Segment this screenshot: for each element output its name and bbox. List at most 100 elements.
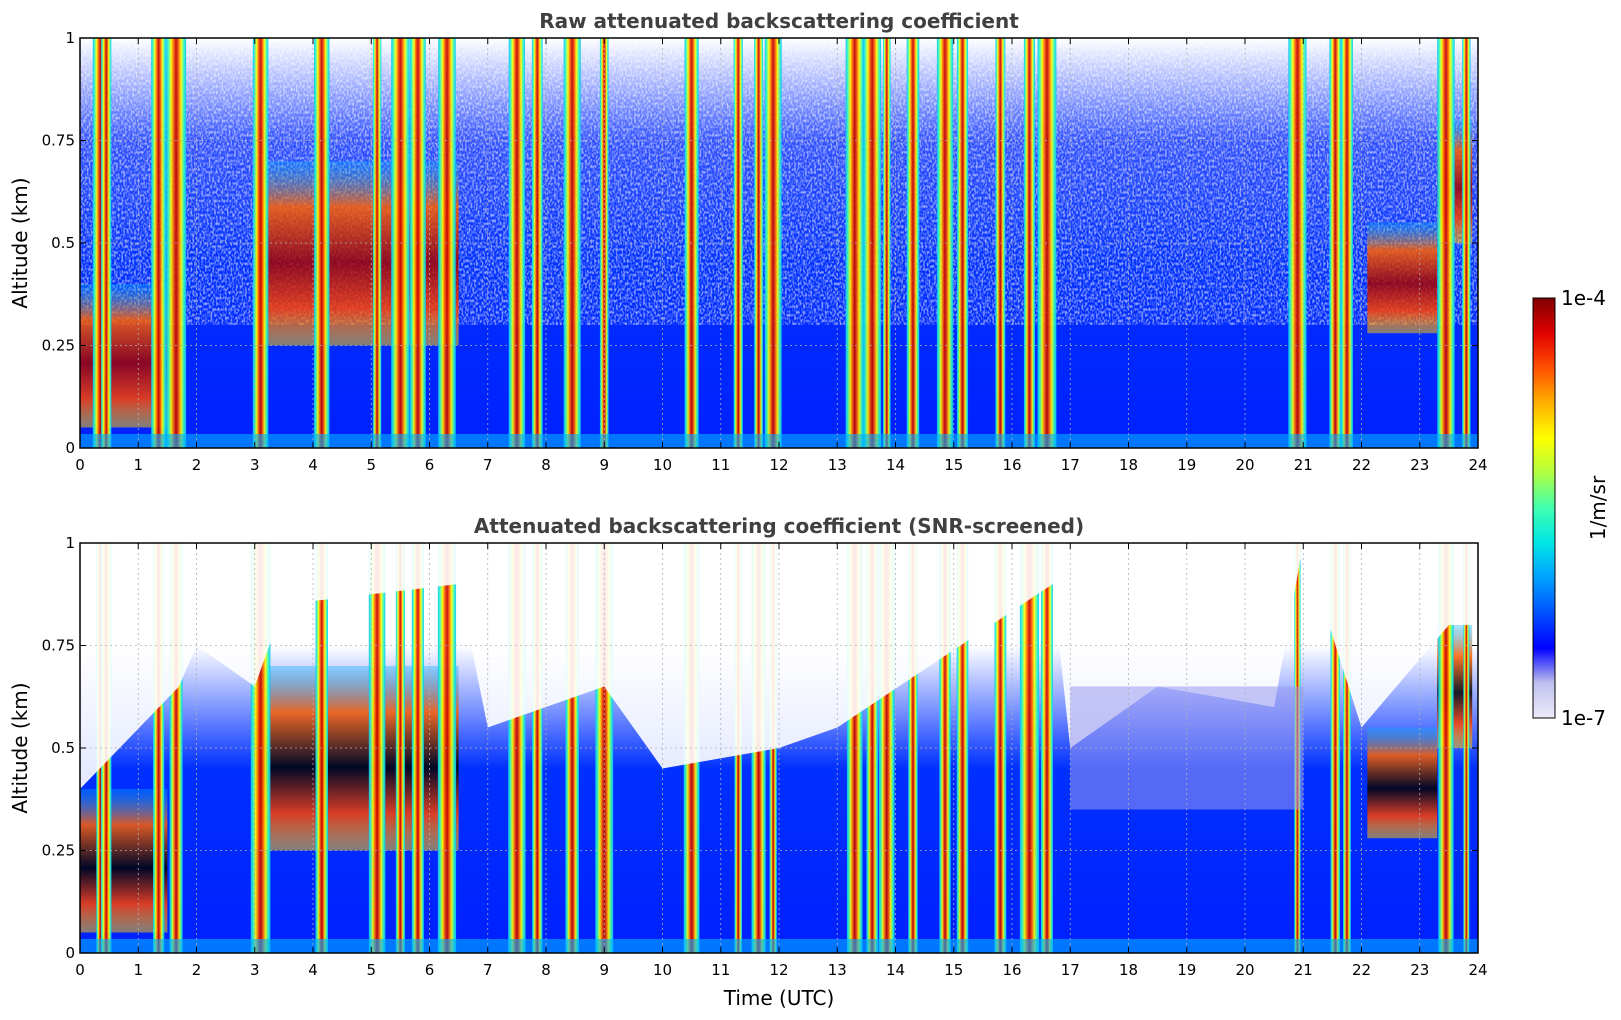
x-tick-label: 12 bbox=[769, 456, 788, 474]
colorbar-gradient bbox=[1532, 297, 1556, 719]
x-tick-label: 0 bbox=[75, 456, 85, 474]
panel1-title: Raw attenuated backscattering coefficien… bbox=[539, 9, 1019, 33]
x-tick-label: 5 bbox=[366, 456, 376, 474]
cloud-column bbox=[1023, 38, 1036, 448]
y-tick-label: 0.25 bbox=[42, 337, 75, 355]
x-tick-label: 11 bbox=[711, 961, 730, 979]
x-tick-label: 5 bbox=[366, 961, 376, 979]
x-tick-label: 10 bbox=[653, 961, 672, 979]
panel1-ylabel: Altitude (km) bbox=[8, 177, 32, 308]
x-tick-label: 18 bbox=[1119, 961, 1138, 979]
x-tick-label: 17 bbox=[1061, 961, 1080, 979]
y-tick-label: 0 bbox=[65, 944, 75, 962]
panel2-xlabel: Time (UTC) bbox=[723, 986, 835, 1010]
aerosol-layer bbox=[254, 161, 459, 346]
x-tick-label: 7 bbox=[483, 456, 493, 474]
x-tick-label: 20 bbox=[1235, 961, 1254, 979]
x-tick-label: 23 bbox=[1410, 456, 1429, 474]
x-tick-label: 3 bbox=[250, 456, 260, 474]
cloud-column bbox=[956, 543, 969, 953]
colorbar-unit-label: 1/m/sr bbox=[1586, 475, 1610, 540]
y-tick-label: 0.75 bbox=[42, 132, 75, 150]
cloud-column bbox=[532, 543, 543, 953]
y-tick-label: 0.5 bbox=[51, 739, 75, 757]
cloud-column bbox=[1019, 543, 1040, 953]
x-tick-label: 6 bbox=[425, 456, 435, 474]
y-tick-label: 0.75 bbox=[42, 637, 75, 655]
x-tick-label: 7 bbox=[483, 961, 493, 979]
cloud-column bbox=[956, 38, 969, 448]
x-tick-label: 17 bbox=[1061, 456, 1080, 474]
x-tick-label: 21 bbox=[1294, 456, 1313, 474]
panel1-plot: 0 1 2 3 4 5 6 7 8 9 10 11 12 13 14 15 16 17 18 19 20 21 22 23 24… bbox=[8, 29, 1488, 474]
x-tick-label: 20 bbox=[1235, 456, 1254, 474]
x-tick-label: 1 bbox=[133, 961, 143, 979]
aerosol-layer bbox=[1367, 727, 1438, 839]
x-tick-label: 12 bbox=[769, 961, 788, 979]
x-tick-label: 11 bbox=[711, 456, 730, 474]
cloud-column bbox=[411, 543, 424, 953]
panel2-x-ticks: 0 1 2 3 4 5 6 7 8 9 10 11 12 13 14 15 16 17 18 19 20 21 22 23 24 bbox=[75, 543, 1488, 979]
panel1-grid bbox=[80, 38, 1478, 448]
panel1-x-ticks: 0 1 2 3 4 5 6 7 8 9 10 11 12 13 14 15 16 17 18 19 20 21 22 23 24 bbox=[75, 38, 1488, 474]
y-tick-label: 1 bbox=[65, 534, 75, 552]
cloud-column bbox=[531, 38, 543, 448]
x-tick-label: 3 bbox=[250, 961, 260, 979]
cloud-column bbox=[152, 543, 165, 953]
x-tick-label: 8 bbox=[541, 961, 551, 979]
colorbar: 1e-4 1e-7 1/m/sr bbox=[1532, 286, 1610, 730]
x-tick-label: 14 bbox=[886, 961, 905, 979]
cloud-column bbox=[151, 38, 167, 448]
cloud-column bbox=[754, 38, 764, 448]
cloud-column bbox=[764, 38, 782, 448]
y-tick-label: 1 bbox=[65, 29, 75, 47]
panel2-ylabel: Altitude (km) bbox=[8, 682, 32, 813]
colorbar-max-label: 1e-4 bbox=[1561, 286, 1606, 310]
aerosol-layer bbox=[1367, 222, 1438, 334]
x-tick-label: 4 bbox=[308, 961, 318, 979]
x-tick-label: 9 bbox=[599, 456, 609, 474]
x-tick-label: 6 bbox=[425, 961, 435, 979]
x-tick-label: 4 bbox=[308, 456, 318, 474]
cloud-column bbox=[733, 38, 743, 448]
panel2-title: Attenuated backscattering coefficient (S… bbox=[474, 514, 1084, 538]
x-tick-label: 8 bbox=[541, 456, 551, 474]
aerosol-layer bbox=[80, 789, 168, 933]
y-tick-label: 0.25 bbox=[42, 842, 75, 860]
aerosol-layer bbox=[254, 666, 459, 851]
x-tick-label: 15 bbox=[944, 961, 963, 979]
x-tick-label: 19 bbox=[1177, 961, 1196, 979]
x-tick-label: 24 bbox=[1468, 961, 1487, 979]
x-tick-label: 19 bbox=[1177, 456, 1196, 474]
panel2-plot: 0 1 2 3 4 5 6 7 8 9 10 11 12 13 14 15 16 17 18 19 20 21 22 23 24… bbox=[8, 534, 1488, 1010]
cloud-column bbox=[906, 38, 920, 448]
x-tick-label: 22 bbox=[1352, 961, 1371, 979]
x-tick-label: 0 bbox=[75, 961, 85, 979]
y-tick-label: 0 bbox=[65, 439, 75, 457]
colorbar-min-label: 1e-7 bbox=[1561, 706, 1606, 730]
x-tick-label: 24 bbox=[1468, 456, 1487, 474]
x-tick-label: 15 bbox=[944, 456, 963, 474]
x-tick-label: 21 bbox=[1294, 961, 1313, 979]
panel1-y-ticks: 0 0.25 0.5 0.75 1 bbox=[42, 29, 1478, 457]
cloud-column bbox=[409, 38, 426, 448]
cloud-column bbox=[372, 38, 382, 448]
x-tick-label: 22 bbox=[1352, 456, 1371, 474]
x-tick-label: 13 bbox=[828, 456, 847, 474]
y-tick-label: 0.5 bbox=[51, 234, 75, 252]
x-tick-label: 23 bbox=[1410, 961, 1429, 979]
x-tick-label: 1 bbox=[133, 456, 143, 474]
x-tick-label: 16 bbox=[1002, 961, 1021, 979]
x-tick-label: 14 bbox=[886, 456, 905, 474]
x-tick-label: 10 bbox=[653, 456, 672, 474]
x-tick-label: 16 bbox=[1002, 456, 1021, 474]
panel2-grid bbox=[80, 543, 1478, 953]
x-tick-label: 2 bbox=[192, 961, 202, 979]
cloud-column bbox=[908, 543, 918, 953]
x-tick-label: 2 bbox=[192, 456, 202, 474]
cloud-column bbox=[866, 543, 878, 953]
x-tick-label: 18 bbox=[1119, 456, 1138, 474]
panel2-y-ticks: 0 0.25 0.5 0.75 1 bbox=[42, 534, 1478, 962]
x-tick-label: 9 bbox=[599, 961, 609, 979]
